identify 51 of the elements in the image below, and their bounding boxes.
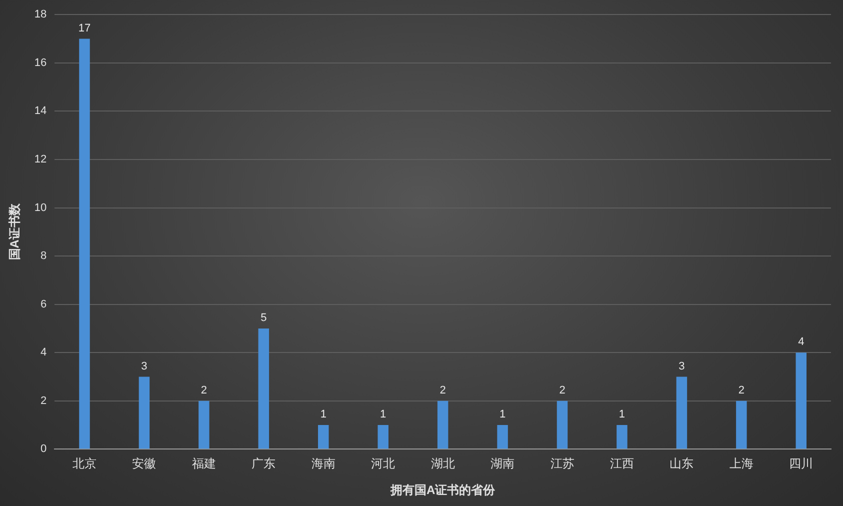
bar [796, 352, 807, 449]
y-tick-label: 8 [40, 250, 47, 262]
bar [258, 328, 270, 449]
data-label: 1 [618, 408, 626, 421]
bar [437, 400, 448, 449]
data-label: 3 [678, 360, 685, 372]
data-label: 2 [440, 384, 446, 396]
bar [318, 425, 329, 449]
bar [616, 425, 628, 449]
data-label: 2 [200, 384, 207, 396]
x-tick-label: 湖北 [430, 456, 455, 471]
x-tick-label: 河北 [371, 456, 396, 471]
y-tick-label: 6 [40, 298, 47, 310]
x-tick-label: 北京 [72, 456, 96, 471]
data-label: 5 [260, 312, 267, 324]
y-tick-label: 2 [40, 394, 47, 407]
y-axis-title: 国A证书数 [8, 202, 22, 260]
x-tick-label: 江苏 [550, 456, 574, 471]
y-tick-label: 10 [34, 202, 47, 214]
bar [736, 400, 747, 449]
y-tick-label: 16 [34, 56, 47, 69]
data-label: 2 [738, 384, 744, 396]
data-label: 2 [559, 384, 566, 396]
x-tick-label: 江西 [610, 456, 634, 471]
y-tick-label: 12 [34, 154, 47, 166]
x-tick-label: 上海 [729, 456, 754, 471]
y-tick-label: 4 [40, 346, 47, 359]
y-tick-label: 18 [34, 8, 47, 21]
x-tick-label: 山东 [670, 456, 694, 471]
bar [497, 425, 508, 449]
y-tick-label: 0 [40, 443, 47, 456]
x-tick-label: 海南 [311, 456, 336, 471]
x-tick-label: 安徽 [132, 456, 156, 471]
bar [79, 38, 90, 449]
data-label: 1 [320, 408, 326, 421]
bar [676, 376, 688, 449]
bar [138, 376, 150, 449]
x-axis-title: 拥有国A证书的省份 [389, 483, 496, 498]
x-tick-label: 福建 [192, 456, 216, 471]
bar [198, 400, 210, 449]
data-label: 1 [499, 408, 506, 421]
bar [378, 425, 388, 449]
y-tick-label: 14 [34, 105, 47, 118]
bar [556, 400, 568, 449]
data-label: 3 [141, 360, 148, 372]
data-label: 17 [78, 22, 91, 34]
x-tick-label: 广东 [252, 456, 276, 471]
data-label: 1 [380, 408, 386, 421]
data-label: 4 [798, 336, 804, 348]
x-tick-label: 四川 [789, 456, 814, 471]
x-tick-label: 湖南 [490, 456, 515, 471]
